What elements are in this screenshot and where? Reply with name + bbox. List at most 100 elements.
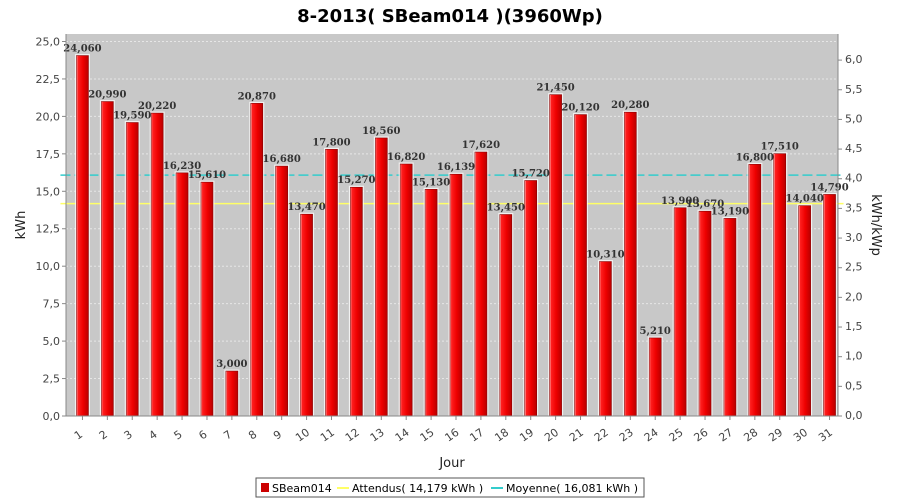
right-tick-label: 0,5: [845, 379, 863, 392]
right-tick-label: 3,0: [845, 231, 863, 244]
x-tick-label: 10: [293, 426, 312, 445]
x-tick-label: 29: [766, 426, 785, 445]
data-label: 15,610: [188, 170, 226, 181]
data-label: 15,130: [412, 177, 450, 188]
x-tick-label: 25: [667, 426, 686, 445]
left-tick-label: 22,5: [36, 73, 61, 86]
x-tick-label: 13: [368, 426, 387, 445]
data-label: 17,800: [312, 137, 350, 148]
x-axis: 1 2 3 4 5 6 7 8 9 10 11 12 13 14 15 16 17 18 19 20 21 22 23 24 2…: [66, 415, 838, 445]
right-tick-label: 2,5: [845, 261, 863, 274]
x-tick-label: 22: [592, 426, 611, 445]
bar: [748, 164, 762, 417]
data-label: 20,120: [561, 103, 599, 114]
right-tick-label: 2,0: [845, 290, 863, 303]
x-tick-label: 20: [542, 426, 561, 445]
x-tick-label: 28: [741, 426, 760, 445]
bar: [424, 189, 438, 417]
x-tick-label: 6: [196, 428, 209, 443]
bar: [200, 181, 214, 417]
bar: [275, 165, 288, 417]
data-label: 13,900: [661, 196, 699, 207]
bar: [499, 214, 513, 417]
bar: [225, 370, 239, 417]
bar: [574, 114, 587, 417]
bar: [399, 163, 413, 417]
x-tick-label: 15: [418, 426, 437, 445]
left-tick-label: 5,0: [43, 335, 61, 348]
legend-label-sbeam: SBeam014: [272, 482, 332, 495]
bar: [723, 218, 737, 417]
data-label: 20,870: [238, 91, 276, 102]
x-tick-label: 18: [492, 426, 511, 445]
right-tick-label: 4,0: [845, 172, 863, 185]
left-tick-label: 25,0: [36, 35, 61, 48]
data-label: 16,139: [437, 162, 475, 173]
x-axis-title: Jour: [438, 456, 465, 471]
data-label: 24,060: [63, 44, 101, 55]
x-tick-label: 19: [517, 426, 536, 445]
bar: [599, 261, 612, 417]
legend: SBeam014 Attendus( 14,179 kWh ) Moyenne(…: [255, 477, 645, 498]
bar: [474, 151, 488, 417]
left-tick-label: 7,5: [43, 298, 61, 311]
legend-label-attendus: Attendus( 14,179 kWh ): [352, 482, 483, 495]
x-tick-label: 17: [467, 426, 486, 445]
x-tick-label: 31: [816, 426, 835, 445]
x-tick-label: 9: [271, 428, 284, 443]
bar: [300, 213, 313, 417]
data-label: 13,670: [686, 199, 724, 210]
data-label: 20,280: [611, 100, 649, 111]
x-tick-label: 24: [642, 426, 661, 445]
right-tick-label: 4,5: [845, 142, 863, 155]
data-label: 3,000: [216, 359, 247, 370]
bar: [773, 153, 787, 417]
bar: [673, 207, 687, 417]
left-tick-label: 2,5: [43, 373, 61, 386]
data-label: 20,220: [138, 101, 176, 112]
left-tick-label: 12,5: [36, 223, 61, 236]
x-tick-label: 30: [791, 426, 810, 445]
data-label: 15,270: [337, 175, 375, 186]
data-label: 15,720: [512, 169, 550, 180]
x-tick-label: 4: [147, 428, 160, 443]
bar: [449, 173, 463, 417]
x-tick-label: 3: [122, 428, 135, 443]
bar: [549, 94, 562, 417]
data-label: 16,680: [263, 154, 301, 165]
data-label: 13,190: [711, 206, 749, 217]
left-tick-label: 15,0: [36, 185, 61, 198]
legend-swatch-sbeam: [261, 483, 269, 492]
data-label: 13,470: [287, 202, 325, 213]
x-tick-label: 8: [246, 428, 259, 443]
right-axis: 0,0 0,5 1,0 1,5 2,0 2,5 3,0 3,5 4,0 4,5 5,0 5,5 6,0: [837, 34, 863, 422]
bar: [125, 122, 139, 417]
bar: [798, 205, 811, 417]
data-label: 20,990: [88, 90, 126, 101]
bar: [175, 172, 189, 417]
y-axis-title: kWh: [14, 211, 29, 240]
x-tick-label: 27: [716, 426, 735, 445]
x-tick-label: 26: [692, 426, 711, 445]
data-label: 13,450: [487, 203, 525, 214]
data-label: 21,450: [536, 83, 574, 94]
bar: [374, 137, 388, 417]
right-tick-label: 6,0: [845, 53, 863, 66]
data-label: 17,510: [761, 142, 799, 153]
bar: [101, 101, 114, 417]
bar: [325, 149, 338, 417]
legend-label-moyenne: Moyenne( 16,081 kWh ): [506, 482, 638, 495]
x-tick-label: 23: [617, 426, 636, 445]
x-tick-label: 7: [221, 428, 234, 443]
x-tick-label: 11: [318, 426, 337, 445]
bar: [250, 103, 264, 417]
bar: [150, 112, 164, 417]
data-label: 16,230: [163, 161, 201, 172]
bar: [648, 337, 662, 417]
bar: [624, 111, 637, 417]
bar-series: [74, 54, 838, 417]
x-tick-label: 14: [393, 426, 412, 445]
x-tick-label: 2: [97, 428, 110, 443]
left-tick-label: 17,5: [36, 148, 61, 161]
